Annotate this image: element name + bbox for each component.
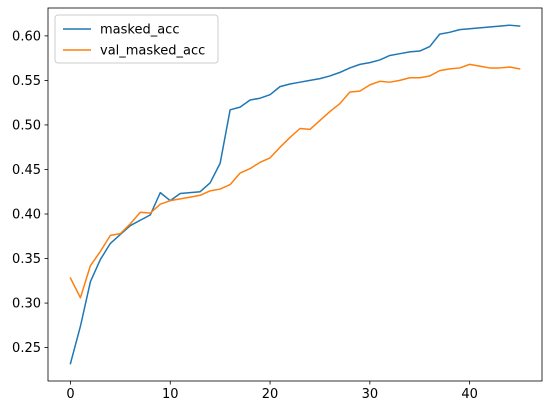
x-tick-label: 30 [362, 387, 379, 402]
legend: masked_acc val_masked_acc [54, 14, 219, 64]
legend-label-masked-acc: masked_acc [100, 23, 179, 38]
series-line-val-masked-acc [69, 63, 521, 299]
x-tick-label: 40 [461, 387, 478, 402]
legend-box [54, 14, 219, 64]
x-tick-label: 0 [66, 387, 74, 402]
y-tick-label: 0.35 [12, 252, 41, 267]
series-line-masked-acc [69, 24, 521, 365]
plot-area [69, 24, 521, 365]
axes-frame [47, 7, 543, 382]
axes: 0 10 20 30 40 0.25 0.30 0.35 0.40 0.45 0.50 0.55 0.6… [12, 7, 543, 402]
y-tick-label: 0.60 [12, 29, 41, 44]
legend-label-val-masked-acc: val_masked_acc [100, 44, 205, 59]
y-tick-label: 0.50 [12, 118, 41, 133]
y-tick-label: 0.30 [12, 297, 41, 312]
x-tick-label: 20 [262, 387, 279, 402]
y-tick-label: 0.45 [12, 163, 41, 178]
y-tick-label: 0.40 [12, 208, 41, 223]
y-tick-label: 0.25 [12, 341, 41, 356]
x-tick-label: 10 [162, 387, 179, 402]
y-tick-label: 0.55 [12, 74, 41, 89]
